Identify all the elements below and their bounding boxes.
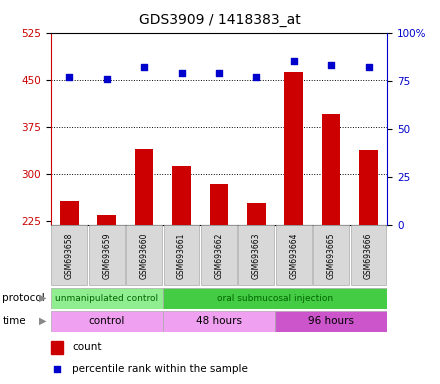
- Text: GSM693658: GSM693658: [65, 232, 74, 278]
- Point: [103, 76, 110, 82]
- FancyBboxPatch shape: [238, 225, 274, 285]
- Point: [178, 70, 185, 76]
- Text: GSM693659: GSM693659: [102, 232, 111, 279]
- Text: GSM693665: GSM693665: [326, 232, 336, 279]
- Point: [290, 58, 297, 65]
- Text: GDS3909 / 1418383_at: GDS3909 / 1418383_at: [139, 13, 301, 27]
- Bar: [359, 151, 378, 225]
- Bar: [247, 203, 266, 225]
- Bar: [322, 114, 341, 225]
- Text: GSM693666: GSM693666: [364, 232, 373, 279]
- Point: [54, 366, 61, 372]
- Text: GSM693661: GSM693661: [177, 232, 186, 278]
- Text: ▶: ▶: [39, 293, 47, 303]
- Text: GSM693663: GSM693663: [252, 232, 261, 279]
- Bar: [60, 201, 79, 225]
- Text: 96 hours: 96 hours: [308, 316, 354, 326]
- Point: [253, 74, 260, 80]
- Text: percentile rank within the sample: percentile rank within the sample: [72, 364, 248, 374]
- FancyBboxPatch shape: [163, 288, 387, 309]
- Text: protocol: protocol: [2, 293, 45, 303]
- Text: time: time: [2, 316, 26, 326]
- Point: [141, 64, 148, 70]
- FancyBboxPatch shape: [275, 311, 387, 332]
- FancyBboxPatch shape: [313, 225, 349, 285]
- FancyBboxPatch shape: [164, 225, 199, 285]
- FancyBboxPatch shape: [351, 225, 386, 285]
- Text: unmanipulated control: unmanipulated control: [55, 294, 158, 303]
- FancyBboxPatch shape: [163, 311, 275, 332]
- Point: [66, 74, 73, 80]
- Bar: [172, 166, 191, 225]
- FancyBboxPatch shape: [89, 225, 125, 285]
- Text: control: control: [88, 316, 125, 326]
- Point: [216, 70, 223, 76]
- Text: oral submucosal injection: oral submucosal injection: [217, 294, 333, 303]
- FancyBboxPatch shape: [201, 225, 237, 285]
- Text: GSM693664: GSM693664: [289, 232, 298, 279]
- Text: count: count: [72, 343, 102, 353]
- Bar: [209, 184, 228, 225]
- FancyBboxPatch shape: [126, 225, 162, 285]
- Bar: [97, 215, 116, 225]
- Point: [327, 62, 335, 68]
- Text: ▶: ▶: [39, 316, 47, 326]
- FancyBboxPatch shape: [51, 288, 163, 309]
- FancyBboxPatch shape: [51, 225, 87, 285]
- Text: 48 hours: 48 hours: [196, 316, 242, 326]
- Point: [365, 64, 372, 70]
- Text: GSM693662: GSM693662: [214, 232, 224, 278]
- Bar: [51, 341, 63, 354]
- Bar: [135, 149, 154, 225]
- FancyBboxPatch shape: [276, 225, 312, 285]
- FancyBboxPatch shape: [51, 311, 163, 332]
- Text: GSM693660: GSM693660: [139, 232, 149, 279]
- Bar: [284, 72, 303, 225]
